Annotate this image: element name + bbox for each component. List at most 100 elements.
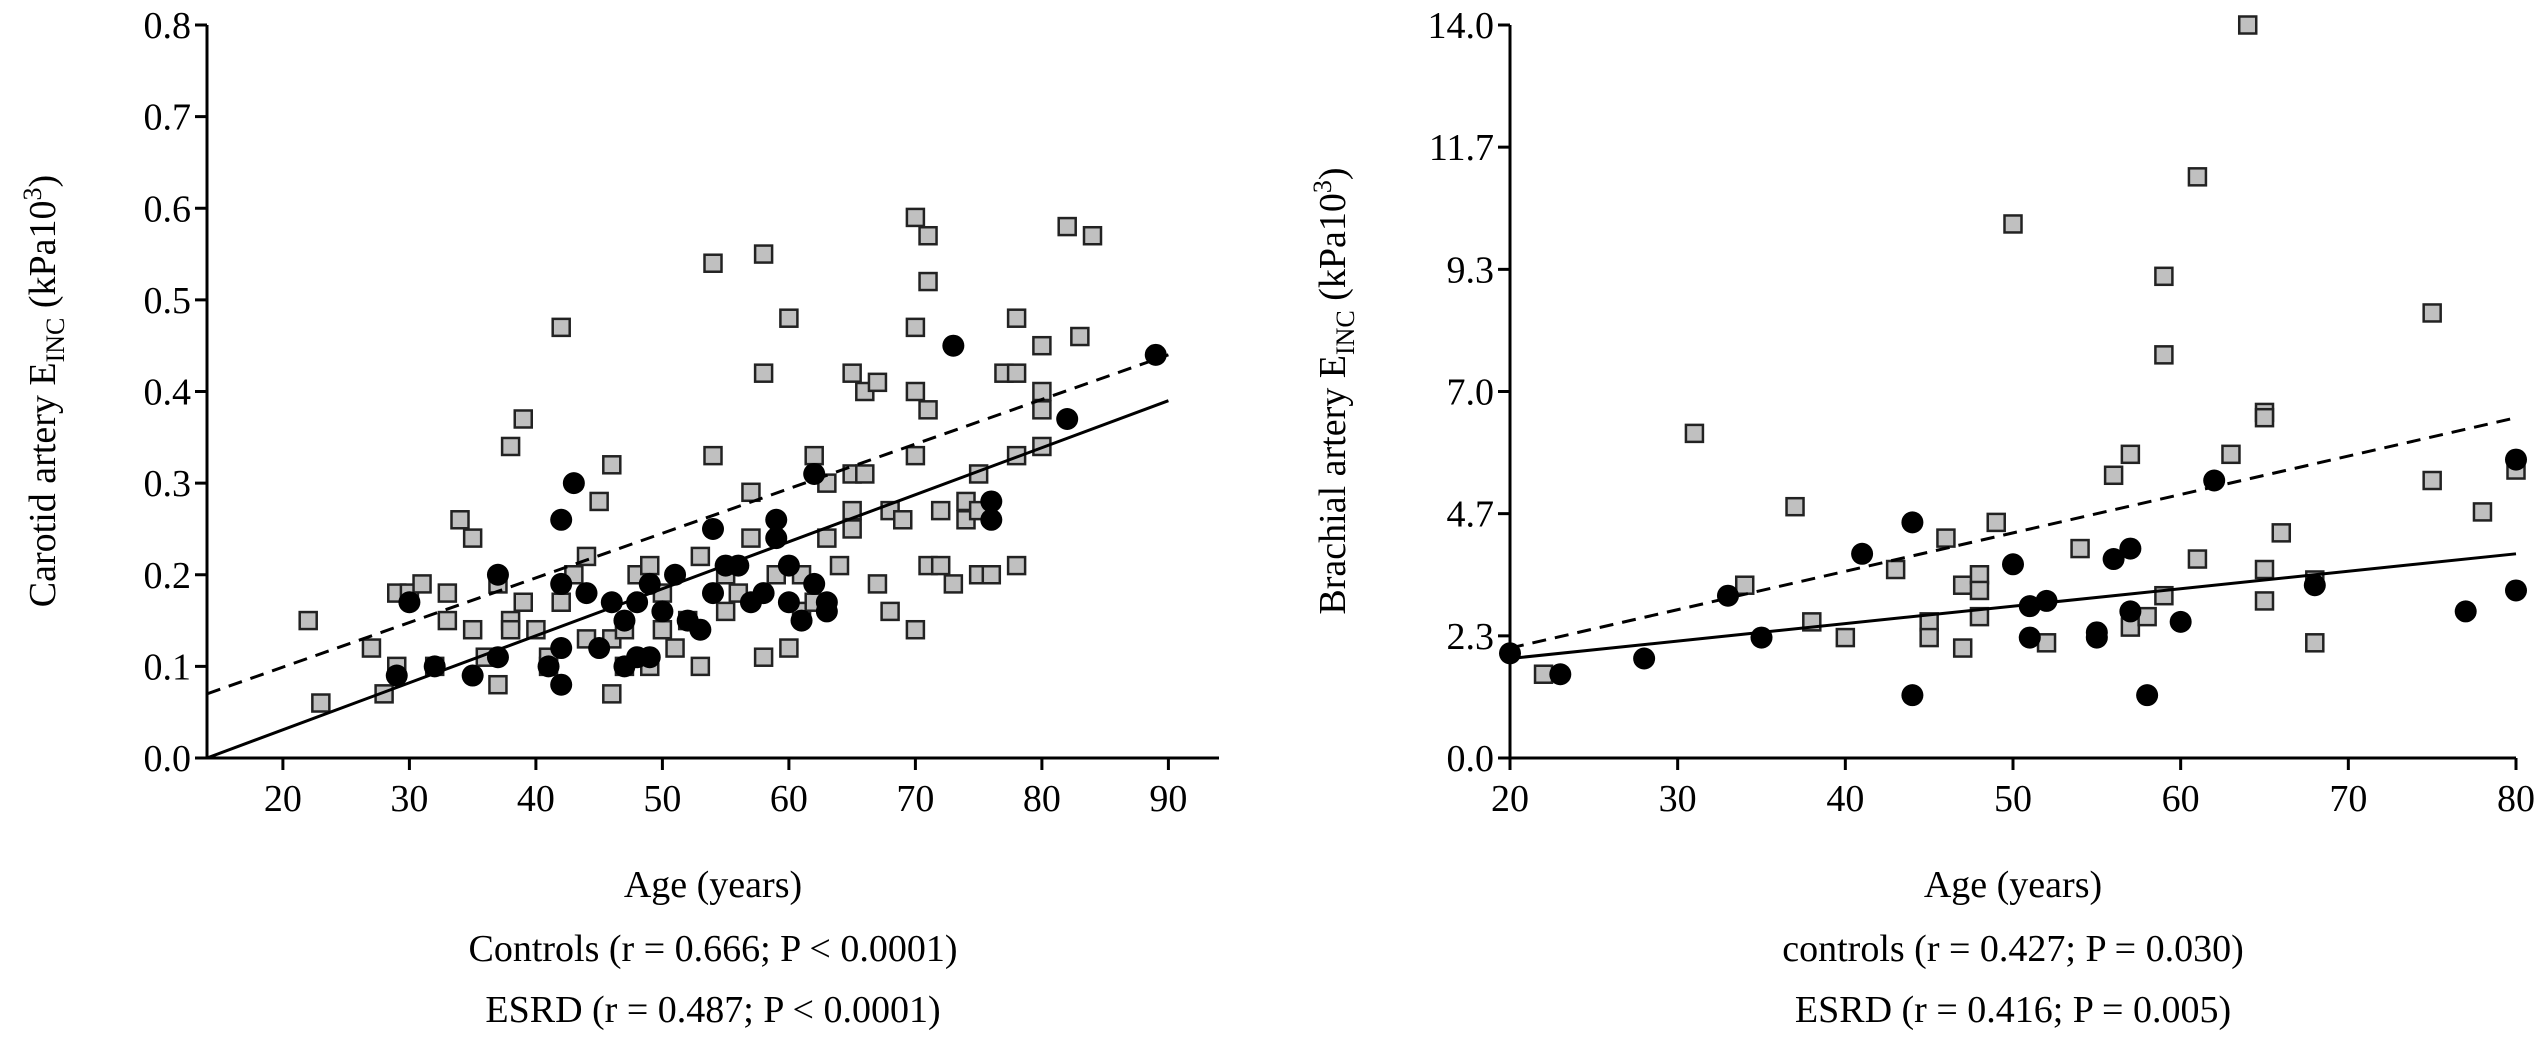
carotid-control-point [1057,216,1077,237]
brachial-control-point [2254,591,2275,611]
brachial-control-point [2237,15,2258,35]
brachial-x-tick-label: 70 [2329,778,2367,820]
carotid-esrd-point [752,582,775,605]
brachial-x-tick-label: 80 [2497,778,2535,820]
carotid-control-point [1032,335,1052,356]
carotid-esrd-point [385,664,408,687]
brachial-y-tick-label: 7.0 [1447,372,1495,414]
carotid-control-point [842,363,862,383]
carotid-control-point [779,638,799,658]
carotid-esrd-point [727,554,750,577]
brachial-control-point [2120,444,2141,465]
carotid-y-tick-label: 0.1 [144,646,192,688]
carotid-control-point [741,482,761,503]
brachial-control-point [2254,407,2275,428]
carotid-plot-area [206,207,1169,760]
carotid-control-point [640,555,660,576]
brachial-x-tick-label: 50 [1994,778,2032,820]
carotid-control-point [804,445,824,466]
carotid-control-point [880,601,900,622]
brachial-esrd-point [1549,663,1572,686]
carotid-control-point [905,619,926,640]
brachial-y-tick-label: 9.3 [1447,249,1495,291]
brachial-x-axis-label: Age (years) [1924,864,2102,906]
carotid-esrd-point [980,508,1003,531]
carotid-esrd-point [689,618,712,641]
carotid-x-tick-label: 80 [1023,778,1061,820]
carotid-control-point [981,565,1002,585]
carotid-control-point [500,619,521,640]
carotid-y-tick-label: 0.4 [144,372,192,414]
brachial-esrd-point [2119,600,2142,623]
carotid-esrd-point [550,508,573,531]
carotid-control-point [437,583,458,603]
brachial-plot-area [1499,15,2527,707]
carotid-esrd-point [790,609,813,632]
carotid-control-point [551,317,571,338]
carotid-esrd-point [1056,407,1079,430]
carotid-esrd-point [664,563,687,586]
brachial-control-point [1684,423,1705,444]
brachial-esrd-point [2136,684,2159,707]
carotid-control-point [930,555,951,576]
carotid-control-point [867,574,888,594]
brachial-control-point [1986,512,2006,533]
carotid-control-point [918,271,938,292]
carotid-control-point [1006,555,1027,576]
brachial-control-point [2003,214,2023,234]
carotid-control-point [943,574,964,594]
brachial-esrd-point [1633,647,1656,670]
carotid-control-point [1032,381,1052,402]
brachial-x-tick-label: 20 [1491,778,1529,820]
brachial-esrd-point [2169,610,2192,633]
carotid-trendline-dashed [206,353,1169,696]
brachial-control-point [1952,638,1973,658]
brachial-esrd-point [2505,579,2527,602]
carotid-control-point [311,693,331,713]
brachial-x-tick-label: 30 [1659,778,1697,820]
carotid-control-point [867,372,888,393]
carotid-esrd-point [702,582,724,605]
carotid-control-point [361,638,382,658]
carotid-esrd-point [550,637,573,660]
carotid-x-tick-label: 90 [1149,778,1187,820]
brachial-chart: 0.0 2.3 4.7 7.0 9.3 11.7 14.0 20 30 40 50 60 70 80 A… [1308,5,2535,1031]
carotid-control-point [855,464,875,484]
brachial-control-point [1734,575,1755,595]
brachial-esrd-point [2035,589,2058,612]
carotid-control-point [703,253,723,273]
brachial-esrd-point [1716,584,1739,607]
brachial-y-tick-label: 11.7 [1429,127,1494,169]
carotid-control-point [1070,326,1090,347]
brachial-esrd-point [2303,574,2326,597]
carotid-y-tick-label: 0.6 [144,188,192,230]
carotid-esrd-point [486,563,509,586]
carotid-x-tick-label: 30 [390,778,428,820]
carotid-control-point [488,674,508,695]
carotid-x-tick-label: 20 [264,778,302,820]
carotid-control-point [513,592,533,612]
brachial-control-point [1969,606,1990,627]
carotid-control-point [829,555,850,576]
carotid-esrd-point [562,472,585,495]
brachial-control-point [2154,345,2174,365]
carotid-control-point [551,592,571,612]
brachial-y-tick-label: 14.0 [1428,5,1495,47]
brachial-control-point [2187,549,2208,569]
brachial-control-point [2271,523,2292,543]
carotid-control-point [893,510,913,530]
carotid-control-point [602,455,622,475]
carotid-esrd-point [537,655,560,678]
carotid-control-point [753,363,774,383]
brachial-esrd-point [1851,542,1874,565]
carotid-esrd-point [550,572,573,595]
carotid-esrd-point [815,591,838,614]
carotid-esrd-point [702,517,724,540]
brachial-control-point [2422,470,2442,491]
brachial-control-point [1952,575,1973,595]
brachial-control-point [2422,303,2442,323]
carotid-x-tick-label: 50 [643,778,681,820]
carotid-x-tick-label: 40 [517,778,555,820]
carotid-esrd-point [398,591,421,614]
brachial-control-point [2472,502,2493,522]
